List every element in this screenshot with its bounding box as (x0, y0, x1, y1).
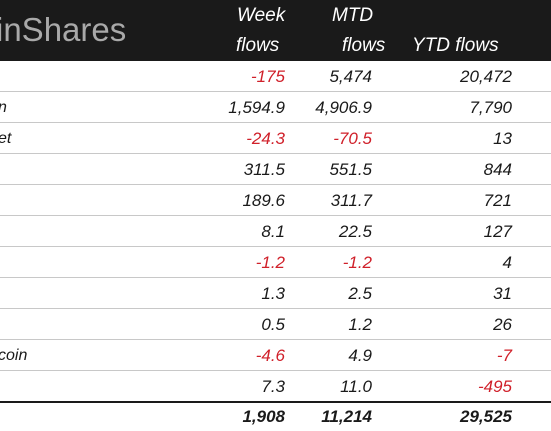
week-flows-value: 8.1 (261, 222, 285, 241)
asset-name: n (0, 92, 7, 123)
mtd-flows-value: -70.5 (333, 129, 372, 148)
brand-logo-text: inShares (0, 11, 127, 48)
week-flows-header-line2: flows (236, 35, 280, 56)
mtd-flows-value: 551.5 (329, 160, 372, 179)
table-row: et -24.3 -70.5 13 (0, 123, 551, 154)
table-row: 1.3 2.5 31 (0, 278, 551, 309)
ytd-flows-value: 31 (493, 284, 512, 303)
ytd-flows-value: -7 (496, 346, 512, 365)
asset-name: coin (0, 347, 28, 364)
table-row: -175 5,474 20,472 (0, 61, 551, 92)
table-body: -175 5,474 20,472 n 1,594.9 4,906.9 7,790 et -24… (0, 61, 551, 402)
week-flows-value: 189.6 (242, 191, 285, 210)
ytd-flows-value: 844 (483, 160, 512, 179)
mtd-flows-value: 22.5 (338, 222, 372, 241)
week-flows-value: 311.5 (243, 160, 285, 179)
table-row: 311.5 551.5 844 (0, 154, 551, 185)
mtd-flows-value: 11.0 (340, 377, 372, 396)
total-mtd-flows: 11,214 (321, 407, 372, 426)
week-flows-value: -1.2 (255, 253, 285, 272)
ytd-flows-value: 13 (493, 129, 512, 148)
ytd-flows-value: 26 (493, 315, 512, 334)
ytd-flows-header: YTD flows (412, 35, 499, 56)
table-row: n 1,594.9 4,906.9 7,790 (0, 92, 551, 123)
ytd-flows-value: 20,472 (460, 67, 512, 86)
mtd-flows-header-line1: MTD (332, 5, 374, 26)
total-row: 1,908 11,214 29,525 (0, 401, 551, 431)
week-flows-value: -24.3 (246, 129, 285, 148)
ytd-flows-value: 4 (502, 253, 512, 272)
ytd-flows-value: 7,790 (469, 98, 512, 117)
table-row: -1.2 -1.2 4 (0, 247, 551, 278)
mtd-flows-value: 1.2 (348, 315, 372, 334)
total-week-flows: 1,908 (242, 407, 285, 426)
mtd-flows-header-line2: flows (342, 35, 386, 56)
table-row: coin -4.6 4.9 -7 (0, 340, 551, 371)
week-flows-value: 0.5 (261, 315, 285, 334)
table-row: 7.3 11.0 -495 (0, 371, 551, 402)
table-row: 8.1 22.5 127 (0, 216, 551, 247)
table-header: inShares Week flows MTD flows YTD flows (0, 0, 551, 61)
ytd-flows-value: -495 (477, 377, 512, 396)
week-flows-value: -175 (250, 67, 285, 86)
week-flows-value: 1,594.9 (228, 98, 285, 117)
week-flows-value: 7.3 (261, 377, 285, 396)
mtd-flows-value: 4,906.9 (315, 98, 372, 117)
mtd-flows-value: 4.9 (348, 346, 372, 365)
ytd-flows-value: 721 (483, 191, 512, 210)
week-flows-header-line1: Week (237, 5, 286, 26)
table-row: 189.6 311.7 721 (0, 185, 551, 216)
mtd-flows-value: 2.5 (348, 284, 372, 303)
total-ytd-flows: 29,525 (460, 407, 512, 426)
ytd-flows-value: 127 (483, 222, 512, 241)
mtd-flows-value: -1.2 (342, 253, 372, 272)
asset-name: et (0, 130, 12, 147)
week-flows-value: -4.6 (255, 346, 285, 365)
mtd-flows-value: 311.7 (330, 191, 372, 210)
table-row: 0.5 1.2 26 (0, 309, 551, 340)
week-flows-value: 1.3 (261, 284, 285, 303)
mtd-flows-value: 5,474 (329, 67, 372, 86)
